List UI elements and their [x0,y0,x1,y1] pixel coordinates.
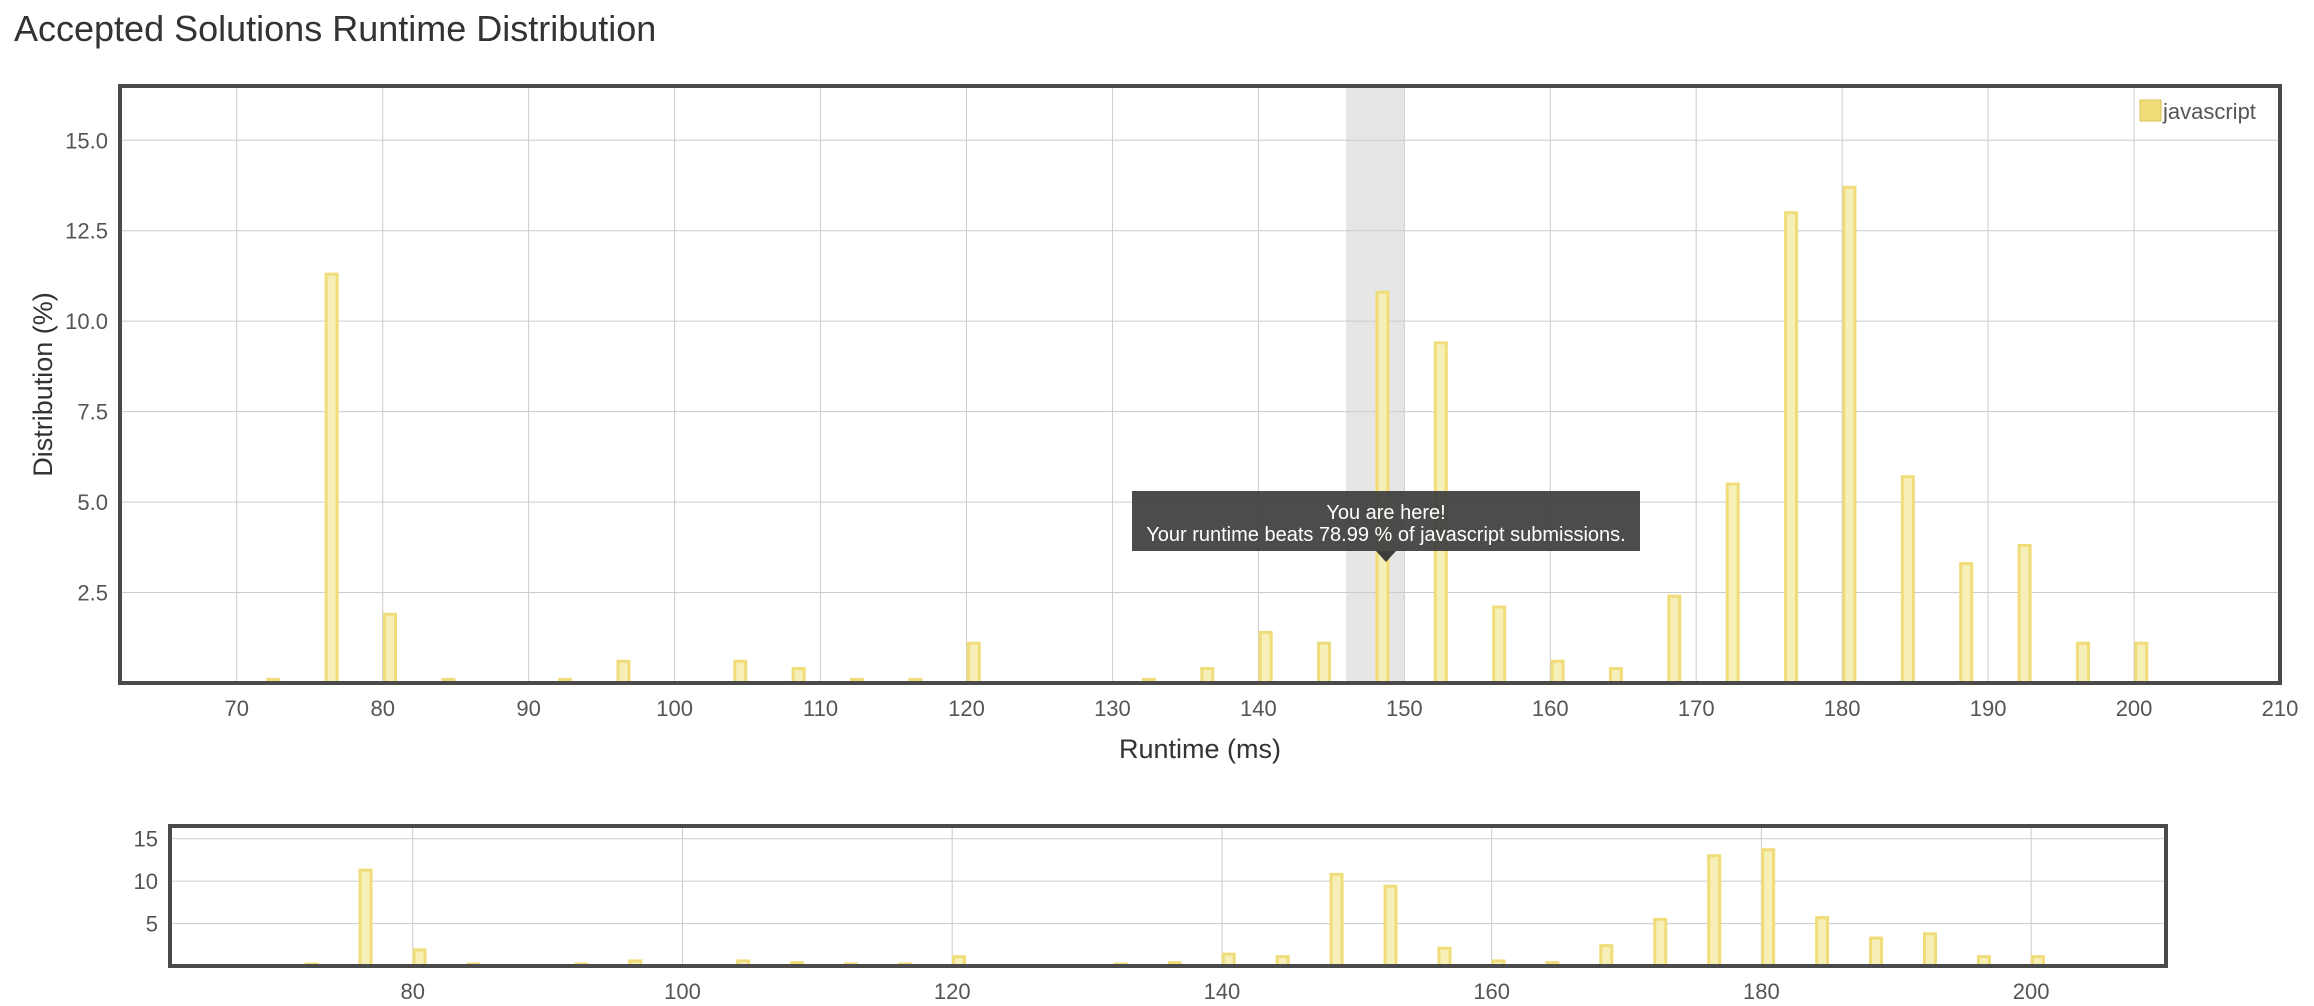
x-tick-label: 160 [1532,696,1569,721]
bar [616,659,631,685]
navigator-x-tick-label: 180 [1743,979,1780,1004]
navigator-y-tick-label: 15 [134,827,158,852]
y-tick-label: 15.0 [65,128,108,153]
x-tick-label: 80 [370,696,394,721]
legend-swatch-javascript[interactable] [2139,99,2162,122]
bar [2075,641,2090,685]
navigator-bar [1707,854,1722,968]
main-plot-frame [118,84,2282,685]
navigator-bars [304,848,2045,968]
navigator-x-tick-label: 80 [401,979,425,1004]
navigator-bar [1761,848,1776,968]
x-tick-label: 200 [2116,696,2153,721]
x-tick-label: 170 [1678,696,1715,721]
navigator-bar [1653,917,1668,968]
bar [2134,641,2149,685]
navigator-x-tick-label: 160 [1473,979,1510,1004]
bar [1842,185,1857,685]
navigator-x-tick-label: 120 [934,979,971,1004]
bar [1550,659,1565,685]
navigator-bar [1437,946,1452,968]
x-tick-label: 110 [803,696,838,721]
bar [1317,641,1332,685]
bar [1784,211,1799,685]
main-plot: 70 80 90 100 110 120 130 140 150 160 170 180 190 200 2… [28,84,2298,764]
bar [1200,667,1215,685]
y-tick-label: 10.0 [65,309,108,334]
page-title: Accepted Solutions Runtime Distribution [14,8,657,49]
y-tick-label: 12.5 [65,219,108,244]
bar [1959,562,1974,685]
main-ticks: 70 80 90 100 110 120 130 140 150 160 170 180 190 200 2… [65,128,2298,721]
tooltip-box [1132,491,1640,551]
main-grid [120,86,2281,683]
navigator-grid [170,826,2166,966]
navigator-x-tick-label: 200 [2013,979,2050,1004]
x-tick-label: 210 [2262,696,2299,721]
x-tick-label: 130 [1094,696,1131,721]
x-tick-label: 120 [948,696,985,721]
navigator-x-tick-label: 140 [1204,979,1241,1004]
tooltip-line-2: Your runtime beats 78.99 % of javascript… [1146,524,1626,546]
bar [1667,594,1682,685]
bar [1375,290,1390,685]
navigator-x-tick-label: 100 [664,979,701,1004]
navigator-bar [1329,872,1344,968]
x-tick-label: 150 [1386,696,1423,721]
highlight-band [1345,86,1405,683]
navigator-y-tick-label: 10 [134,869,158,894]
tooltip-line-1: You are here! [1326,502,1445,524]
bar [791,667,806,685]
bar [733,659,748,685]
bar [2017,544,2032,685]
y-tick-label: 7.5 [77,400,108,425]
navigator-bar [1383,884,1398,968]
x-tick-label: 70 [225,696,249,721]
legend-label-javascript[interactable]: javascript [2162,99,2256,124]
bar [383,612,397,685]
highlight-band-group [1345,86,1405,683]
bar [1900,475,1915,685]
x-tick-label: 100 [656,696,693,721]
navigator-bar [412,948,427,968]
navigator-bar [1869,936,1884,968]
y-tick-label: 2.5 [77,581,108,606]
navigator-bar [1922,932,1937,968]
tooltip: You are here! Your runtime beats 78.99 %… [1132,491,1640,562]
legend[interactable]: javascript [2139,99,2256,124]
x-tick-label: 190 [1970,696,2007,721]
y-axis-title: Distribution (%) [28,292,58,477]
tooltip-pointer [1376,551,1396,562]
navigator-y-tick-label: 5 [146,912,158,937]
bar [324,272,339,685]
navigator-bar [1815,916,1830,968]
bar [1725,482,1740,685]
navigator-plot[interactable]: 80 100 120 140 160 180 200 5 10 15 [134,824,2168,1004]
navigator-bar [1599,944,1614,968]
bar [966,641,981,685]
x-tick-label: 90 [516,696,540,721]
navigator-ticks: 80 100 120 140 160 180 200 5 10 15 [134,827,2050,1004]
y-tick-label: 5.0 [77,490,108,515]
bar [1492,605,1507,685]
main-bars [266,185,2149,685]
x-axis-title: Runtime (ms) [1119,734,1281,764]
navigator-bar [358,868,373,968]
bar [1258,630,1273,685]
navigator-frame[interactable] [168,824,2168,968]
x-tick-label: 140 [1240,696,1277,721]
x-tick-label: 180 [1824,696,1861,721]
bar [1608,667,1623,685]
